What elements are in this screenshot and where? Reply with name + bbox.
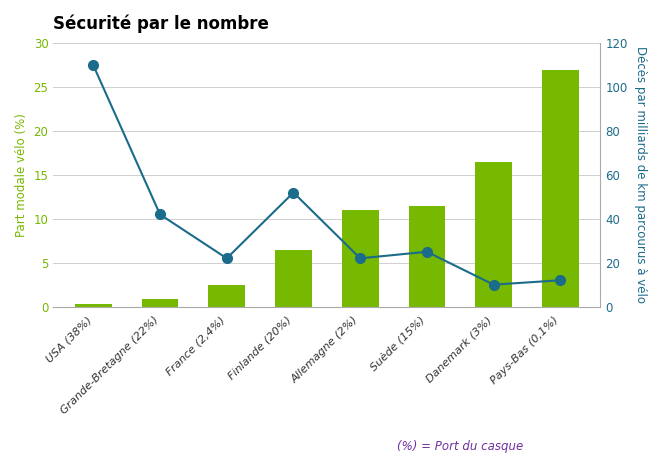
Text: Finlande (20%): Finlande (20%) <box>226 315 293 382</box>
Text: (%) = Port du casque: (%) = Port du casque <box>397 440 524 453</box>
Bar <box>475 162 512 307</box>
Bar <box>209 285 245 307</box>
Text: France (2,4%): France (2,4%) <box>164 315 227 378</box>
Text: Pays-Bas (0,1%): Pays-Bas (0,1%) <box>489 315 560 386</box>
Text: Allemagne (2%): Allemagne (2%) <box>290 315 360 385</box>
Bar <box>408 206 446 307</box>
Bar <box>542 70 579 307</box>
Bar <box>275 250 312 307</box>
Bar <box>75 304 112 307</box>
Text: Danemark (3%): Danemark (3%) <box>424 315 494 385</box>
Text: Suède (15%): Suède (15%) <box>369 315 427 373</box>
Bar <box>342 210 379 307</box>
Text: USA (38%): USA (38%) <box>44 315 93 364</box>
Bar <box>142 299 178 307</box>
Text: Grande-Bretagne (22%): Grande-Bretagne (22%) <box>58 315 160 416</box>
Y-axis label: Décès par milliards de km parcourus à vélo: Décès par milliards de km parcourus à vé… <box>634 46 647 303</box>
Y-axis label: Part modale vélo (%): Part modale vélo (%) <box>15 113 28 237</box>
Text: Sécurité par le nombre: Sécurité par le nombre <box>54 15 269 33</box>
